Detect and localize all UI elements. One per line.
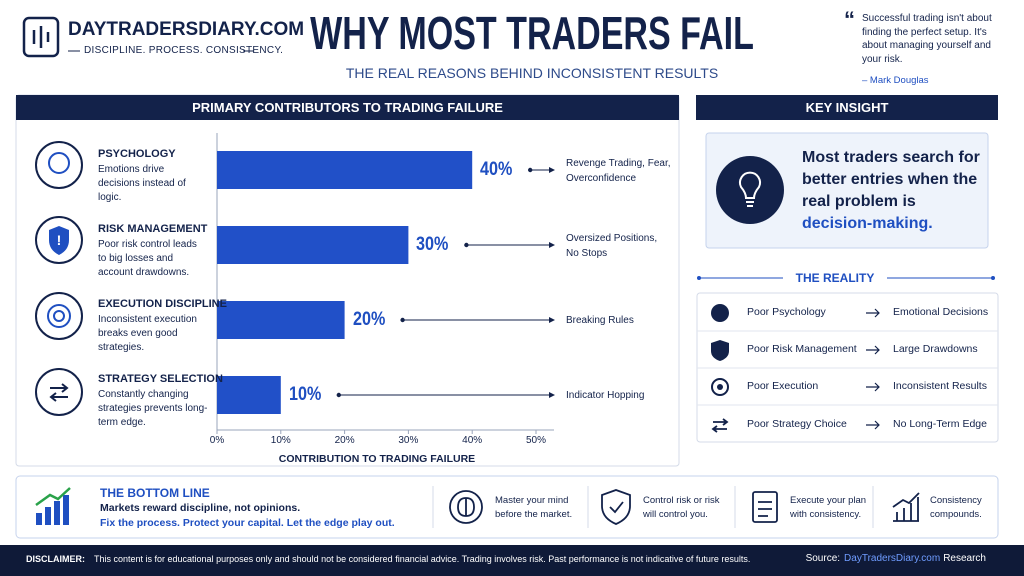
category-description: Poor risk control leads to big losses an…: [98, 239, 197, 278]
bar: [217, 376, 281, 414]
quote-mark: “: [844, 7, 855, 32]
x-tick-label: 30%: [398, 435, 419, 446]
bottom-line1: Markets reward discipline, not opinions.: [100, 502, 301, 514]
category-icons: [35, 141, 83, 416]
x-tick-label: 50%: [525, 435, 546, 446]
arrow-head: [549, 317, 555, 323]
reality-title: THE REALITY: [795, 271, 875, 285]
x-tick-label: 10%: [270, 435, 291, 446]
tagline: DISCIPLINE. PROCESS. CONSISTENCY.: [84, 45, 284, 56]
tip-icons: [449, 489, 920, 525]
reality-effect: Large Drawdowns: [893, 343, 978, 355]
bar: [217, 301, 345, 339]
category-description: Emotions drive decisions instead of logi…: [98, 164, 186, 203]
disclaimer-label: DISCLAIMER:: [26, 554, 85, 564]
arrow-dot: [400, 317, 405, 323]
logo-bars: [32, 26, 50, 48]
title: WHY MOST TRADERS FAIL: [310, 7, 754, 59]
panel-header: [16, 95, 679, 120]
value-label: 30%: [416, 234, 449, 255]
quote-author: – Mark Douglas: [862, 75, 929, 86]
tip: Master your mind before the market.: [495, 495, 573, 520]
arrow-dot: [464, 242, 469, 248]
insight-box: [705, 132, 989, 249]
insight-highlight: decision-making.: [802, 215, 933, 232]
bottom-line2: Fix the process. Protect your capital. L…: [100, 517, 395, 529]
value-label: 40%: [480, 159, 513, 180]
reality-icons: [711, 304, 729, 433]
bulb: [739, 171, 761, 207]
insight-text: Most traders search for better entries w…: [802, 147, 982, 235]
x-axis-label: CONTRIBUTION TO TRADING FAILURE: [278, 453, 476, 465]
dot: [697, 276, 701, 280]
subtitle: THE REAL REASONS BEHIND INCONSISTENT RES…: [345, 65, 719, 81]
reality-effect: Emotional Decisions: [893, 306, 989, 318]
disclaimer: This content is for educational purposes…: [94, 554, 751, 564]
growth-line: [35, 487, 71, 507]
bulb-icon: [716, 156, 784, 224]
footer-bar: [0, 545, 1024, 576]
insight-header: [696, 95, 998, 120]
annotation: Indicator Hopping: [566, 390, 645, 401]
category-label: STRATEGY SELECTION: [98, 373, 223, 385]
arrow-head: [549, 242, 555, 248]
value-label: 10%: [288, 384, 322, 405]
growth-icon: [36, 495, 69, 525]
bottom-title: THE BOTTOM LINE: [100, 486, 210, 500]
tip: Control risk or risk will control you.: [643, 495, 720, 520]
arrow-head: [549, 167, 555, 173]
reality-effect: No Long-Term Edge: [893, 418, 987, 430]
logo: [22, 16, 60, 58]
x-tick-label: 0%: [209, 435, 225, 446]
bar: [217, 151, 473, 189]
source: Source: DayTradersDiary.com Research: [806, 553, 986, 564]
annotation: Oversized Positions, No Stops: [566, 233, 658, 259]
dot: [991, 276, 995, 280]
row-dividers: [697, 330, 998, 406]
bar: [217, 226, 409, 264]
category-label: PSYCHOLOGY: [98, 148, 176, 160]
arrow-head: [549, 392, 555, 398]
source-suffix: Research: [943, 553, 986, 564]
category-label: EXECUTION DISCIPLINE: [98, 298, 227, 310]
value-label: 20%: [352, 309, 385, 330]
brand: DAYTRADERSDIARY.COM: [68, 19, 305, 40]
reality-cause: Poor Strategy Choice: [747, 418, 847, 430]
reality-cause: Poor Execution: [747, 380, 819, 392]
annotation: Breaking Rules: [566, 315, 634, 326]
x-tick-label: 40%: [462, 435, 483, 446]
reality-effect: Inconsistent Results: [893, 380, 987, 392]
tip: Consistency compounds.: [930, 495, 982, 520]
icon-glyph: !: [57, 232, 62, 248]
reality-cause: Poor Risk Management: [747, 343, 857, 355]
source-link[interactable]: DayTradersDiary.com: [844, 553, 941, 564]
category-description: Inconsistent execution breaks even good …: [98, 314, 197, 353]
x-tick-label: 20%: [334, 435, 355, 446]
separators: [432, 486, 874, 528]
reality-cause: Poor Psychology: [747, 306, 826, 318]
reality-arrows: [866, 308, 880, 430]
tip: Execute your plan with consistency.: [790, 495, 867, 520]
quote-text: Successful trading isn't about finding t…: [862, 13, 992, 65]
bottom-box: [15, 475, 999, 539]
insight-title: KEY INSIGHT: [805, 100, 889, 115]
category-label: RISK MANAGEMENT: [98, 223, 208, 235]
chart-title: PRIMARY CONTRIBUTORS TO TRADING FAILURE: [192, 100, 503, 115]
annotation: Revenge Trading, Fear, Overconfidence: [566, 158, 671, 184]
icon-glyphs: [47, 152, 71, 402]
category-description: Constantly changing strategies prevents …: [98, 389, 208, 428]
source-label: Source:: [805, 553, 841, 564]
